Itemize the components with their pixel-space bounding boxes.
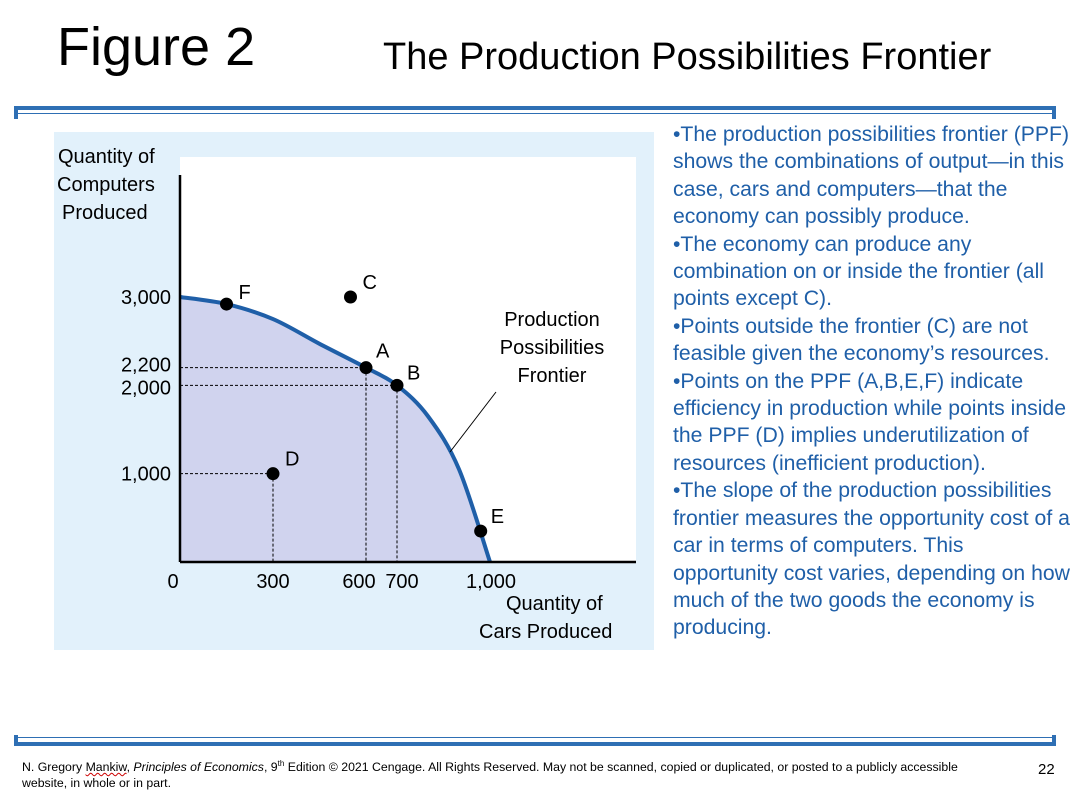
bullet-item: •Points on the PPF (A,B,E,F) indicate ef… xyxy=(673,369,1066,475)
x-tick-label: 300 xyxy=(256,571,289,593)
chart-panel: Quantity of Computers Produced Quantity of C… xyxy=(54,132,654,650)
ppf-chart: Quantity of Computers Produced Quantity of C… xyxy=(57,146,636,643)
bullet-item: •The economy can produce any combination… xyxy=(673,232,1044,311)
point-label-e: E xyxy=(491,506,504,528)
bullet-item: •Points outside the frontier (C) are not… xyxy=(673,314,1050,366)
x-axis-label: Cars Produced xyxy=(479,621,612,643)
point-e xyxy=(474,524,488,538)
x-tick-label: 1,000 xyxy=(466,571,516,593)
slide-title: The Production Possibilities Frontier xyxy=(383,36,992,78)
footer-sep: , xyxy=(126,760,134,775)
footer-book-title: Principles of Economics xyxy=(133,760,264,775)
footer-edition-sup: th xyxy=(277,759,285,768)
bullet-item: •The production possibilities frontier (… xyxy=(673,123,1070,229)
point-label-c: C xyxy=(363,272,377,294)
footer-edition: , 9 xyxy=(263,760,278,775)
frontier-label: Possibilities xyxy=(500,337,604,359)
y-tick-label: 3,000 xyxy=(121,287,171,309)
page-number: 22 xyxy=(1038,761,1055,778)
point-a xyxy=(359,361,373,375)
point-f xyxy=(220,297,233,311)
figure-label: Figure 2 xyxy=(57,17,256,77)
y-tick-label: 2,200 xyxy=(121,355,171,377)
y-tick-label: 1,000 xyxy=(121,464,171,486)
y-tick-label: 2,000 xyxy=(121,377,171,399)
point-label-d: D xyxy=(285,449,299,471)
y-axis-label: Computers xyxy=(57,174,155,196)
footer-author-prefix: N. Gregory xyxy=(22,760,86,775)
frontier-label: Frontier xyxy=(518,365,587,387)
x-tick-label: 600 xyxy=(342,571,375,593)
footer-rights: Edition © 2021 Cengage. All Rights Reser… xyxy=(22,760,958,791)
y-axis-label: Quantity of xyxy=(58,146,155,168)
point-label-b: B xyxy=(407,362,420,384)
point-b xyxy=(390,378,404,392)
footer-author-name: Mankiw xyxy=(85,760,127,775)
point-c xyxy=(344,290,357,304)
tick-label-origin: 0 xyxy=(167,571,178,593)
bullet-list: •The production possibilities frontier (… xyxy=(673,121,1073,642)
y-axis-label: Produced xyxy=(62,202,148,224)
frontier-label-leader xyxy=(449,391,497,453)
x-axis-label: Quantity of xyxy=(506,593,603,615)
point-label-f: F xyxy=(239,282,251,304)
feasible-region xyxy=(180,297,490,562)
bullet-item: •The slope of the production possibiliti… xyxy=(673,479,1070,640)
frontier-label: Production xyxy=(504,309,600,331)
x-tick-label: 700 xyxy=(385,571,418,593)
point-d xyxy=(266,467,280,481)
point-label-a: A xyxy=(376,341,390,363)
copyright-footer: N. Gregory Mankiw, Principles of Economi… xyxy=(22,756,982,791)
